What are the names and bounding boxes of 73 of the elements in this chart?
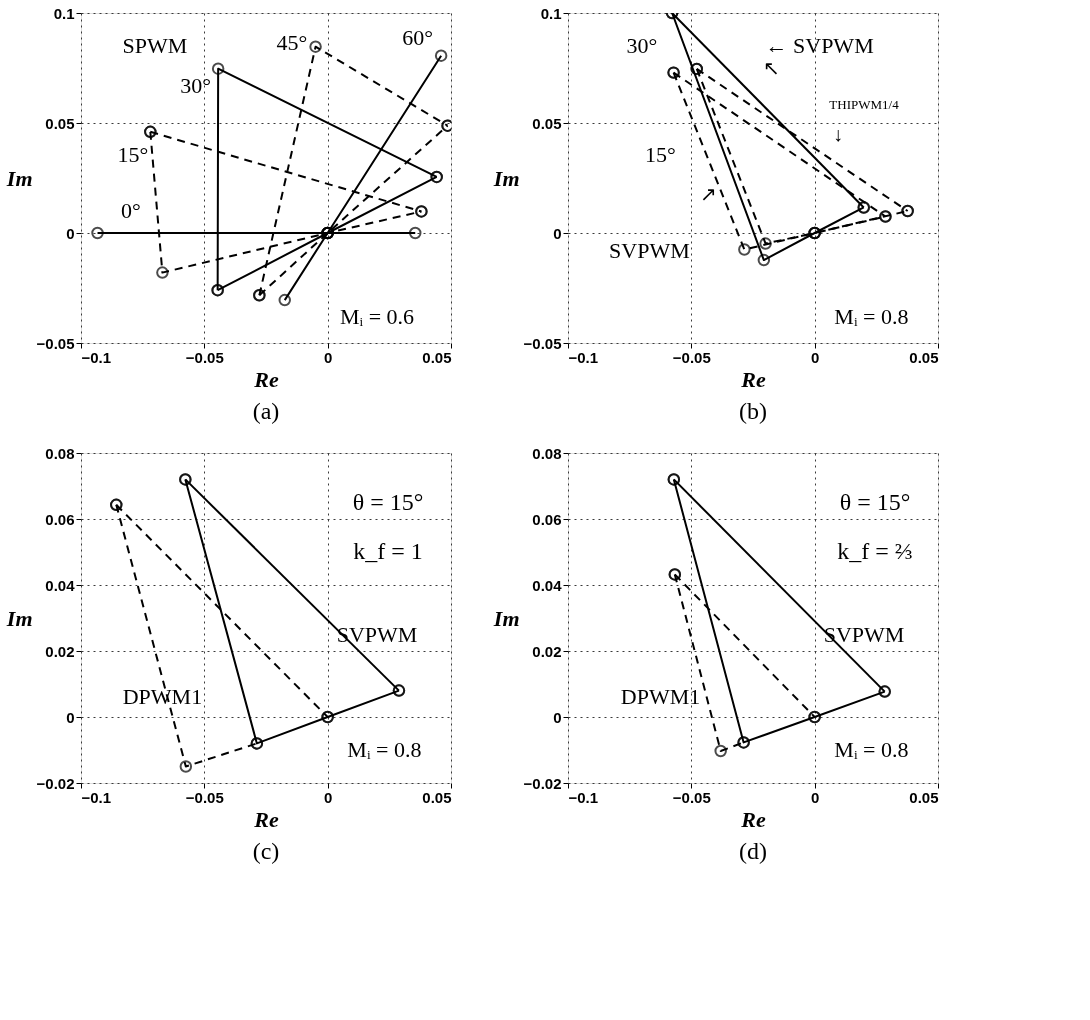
y-tick-label: −0.05 (36, 334, 75, 352)
y-axis-title: Im (5, 165, 33, 191)
x-axis-title: Re (740, 366, 766, 392)
annotation: k_f = ⅔ (837, 538, 913, 564)
annotation: 30° (626, 33, 658, 58)
annotation: k_f = 1 (353, 538, 423, 564)
annotation: DPWM1 (122, 684, 203, 710)
y-tick-label: 0.05 (532, 114, 562, 132)
annotation: ↓ (833, 123, 844, 146)
y-axis-title: Im (5, 605, 33, 631)
y-axis-title: Im (492, 605, 520, 631)
y-tick-label: −0.02 (36, 774, 75, 792)
annotation: ↗ (700, 182, 718, 205)
text: (a) (252, 398, 280, 424)
annotation: Mᵢ = 0.8 (834, 303, 909, 329)
x-tick-label: −0.1 (81, 348, 112, 366)
y-tick-label: 0.02 (45, 642, 75, 660)
y-tick-label: 0 (66, 708, 75, 726)
text: (b) (739, 398, 767, 424)
y-tick-label: 0.04 (532, 576, 563, 594)
annotation: Mᵢ = 0.6 (339, 303, 415, 329)
x-axis-title: Re (740, 806, 766, 832)
x-tick-label: −0.05 (672, 348, 711, 366)
y-tick-label: 0 (553, 708, 562, 726)
annotation: SVPWM (823, 621, 905, 647)
text: (d) (739, 838, 767, 864)
x-tick-label: 0.05 (909, 788, 939, 806)
x-axis-title: Re (253, 806, 279, 832)
annotation: ← SVPWM (765, 33, 874, 58)
x-tick-label: 0.05 (422, 788, 452, 806)
x-tick-label: 0 (323, 348, 333, 366)
annotation: Mᵢ = 0.8 (834, 737, 909, 762)
annotation: Mᵢ = 0.8 (347, 737, 422, 762)
annotation: SPWM (122, 33, 188, 58)
annotation: THIPWM1/4 (829, 97, 900, 113)
x-tick-label: −0.05 (185, 348, 224, 366)
y-axis-title: Im (492, 165, 520, 191)
y-tick-label: 0.04 (45, 576, 76, 594)
y-tick-label: 0 (66, 224, 75, 242)
annotation: ↖ (763, 57, 780, 80)
x-tick-label: 0 (810, 348, 820, 366)
annotation: 15° (645, 141, 676, 167)
annotation: θ = 15° (352, 488, 424, 515)
x-tick-label: 0.05 (422, 348, 452, 366)
x-tick-label: −0.05 (672, 788, 711, 806)
y-tick-label: −0.05 (523, 334, 562, 352)
y-tick-label: 0.06 (532, 510, 562, 528)
y-tick-label: −0.02 (523, 774, 562, 792)
annotation: 30° (180, 72, 212, 98)
x-tick-label: 0 (323, 788, 333, 806)
x-tick-label: 0 (810, 788, 820, 806)
x-tick-label: −0.1 (568, 788, 599, 806)
y-tick-label: 0.1 (540, 4, 562, 22)
x-tick-label: −0.1 (568, 348, 599, 366)
text: (c) (252, 838, 280, 864)
y-tick-label: 0 (553, 224, 562, 242)
annotation: DPWM1 (620, 684, 701, 710)
annotation: 15° (117, 141, 149, 167)
annotation: θ = 15° (839, 488, 911, 515)
x-axis-title: Re (253, 366, 279, 392)
x-tick-label: 0.05 (909, 348, 939, 366)
annotation: 0° (121, 198, 141, 223)
annotation: SVPWM (609, 237, 690, 263)
y-tick-label: 0.08 (45, 444, 75, 462)
y-tick-label: 0.06 (45, 510, 75, 528)
y-tick-label: 0.08 (532, 444, 562, 462)
y-tick-label: 0.1 (53, 4, 75, 22)
y-tick-label: 0.02 (532, 642, 562, 660)
x-tick-label: −0.1 (81, 788, 112, 806)
annotation: 60° (402, 24, 434, 50)
x-tick-label: −0.05 (185, 788, 224, 806)
annotation: 45° (276, 29, 308, 55)
y-tick-label: 0.05 (45, 114, 75, 132)
